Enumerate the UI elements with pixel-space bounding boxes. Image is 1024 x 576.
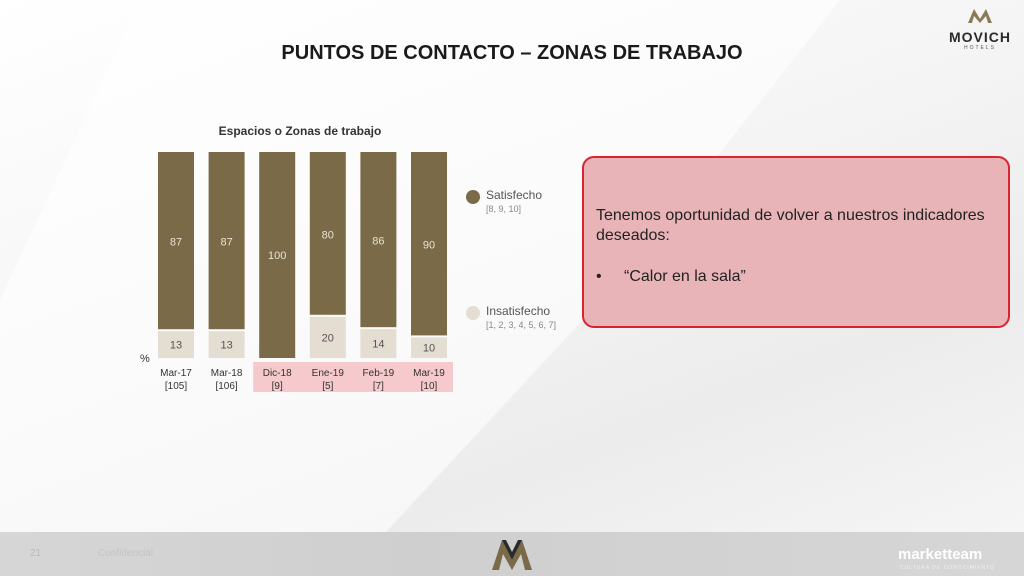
data-label-satisfecho-dic-18: 100 [268, 250, 286, 262]
bar-insatisfecho-mar-17 [158, 331, 194, 358]
legend-swatch-satisfecho [466, 190, 480, 204]
bar-satisfecho-mar-18 [208, 152, 245, 330]
callout-bullet-symbol: • [596, 268, 602, 285]
data-label-insatisfecho-mar-17: 13 [170, 340, 182, 352]
callout-text: Tenemos oportunidad de volver a nuestros… [596, 207, 985, 244]
bar-insatisfecho-ene-19 [309, 316, 346, 358]
category-label-mar-18: Mar-18 [211, 368, 243, 379]
data-label-satisfecho-ene-19: 80 [322, 229, 334, 241]
footer-movich-icon [492, 540, 532, 570]
bar-satisfecho-feb-19 [360, 152, 397, 328]
sample-size-feb-19: [7] [373, 381, 384, 392]
bar-insatisfecho-mar-19 [411, 337, 447, 358]
data-label-satisfecho-feb-19: 86 [372, 236, 384, 248]
highlight-band [253, 362, 453, 392]
sample-size-mar-17: [105] [165, 381, 187, 392]
category-label-mar-17: Mar-17 [160, 368, 192, 379]
data-label-insatisfecho-mar-19: 10 [423, 343, 435, 355]
page-title: PUNTOS DE CONTACTO – ZONAS DE TRABAJO [281, 42, 743, 64]
bar-satisfecho-mar-17 [158, 152, 194, 330]
bar-insatisfecho-feb-19 [360, 329, 397, 358]
confidential-label: Confidencial [98, 548, 154, 559]
data-label-insatisfecho-ene-19: 20 [322, 332, 334, 344]
legend-swatch-insatisfecho [466, 306, 480, 320]
legend-range-satisfecho: [8, 9, 10] [486, 204, 522, 214]
data-label-satisfecho-mar-17: 87 [170, 237, 182, 249]
callout-bullet-text: “Calor en la sala” [624, 268, 746, 285]
data-label-satisfecho-mar-18: 87 [220, 237, 232, 249]
sample-size-dic-18: [9] [272, 381, 283, 392]
category-label-dic-18: Dic-18 [263, 368, 292, 379]
category-label-feb-19: Feb-19 [363, 368, 395, 379]
category-label-mar-19: Mar-19 [413, 368, 445, 379]
data-label-insatisfecho-mar-18: 13 [220, 340, 232, 352]
movich-logo-icon [968, 9, 992, 23]
legend-label-insatisfecho: Insatisfecho [486, 304, 551, 318]
bar-insatisfecho-mar-18 [208, 331, 245, 358]
sample-size-mar-19: [10] [421, 381, 438, 392]
logo-word: MOVICH [949, 29, 1011, 45]
callout-box: Tenemos oportunidad de volver a nuestros… [582, 156, 1010, 328]
chart-title: Espacios o Zonas de trabajo [218, 124, 382, 138]
logo-sub: HOTELS [963, 45, 996, 51]
legend-range-insatisfecho: [1, 2, 3, 4, 5, 6, 7] [486, 320, 557, 330]
data-label-insatisfecho-feb-19: 14 [372, 339, 384, 351]
sample-size-ene-19: [5] [322, 381, 333, 392]
data-label-satisfecho-mar-19: 90 [423, 240, 435, 252]
unit-label: % [140, 353, 150, 365]
sample-size-mar-18: [106] [215, 381, 237, 392]
bar-satisfecho-dic-18 [259, 152, 296, 358]
marketteam-tagline: CULTURA DE CONOCIMIENTO [900, 565, 996, 571]
page-number: 21 [30, 548, 42, 559]
bar-satisfecho-mar-19 [411, 152, 447, 336]
bar-satisfecho-ene-19 [309, 152, 346, 315]
movich-logo: MOVICH HOTELS [940, 8, 1020, 51]
marketteam-brand: marketteam [898, 546, 983, 563]
category-label-ene-19: Ene-19 [312, 368, 345, 379]
legend-label-satisfecho: Satisfecho [486, 188, 543, 202]
